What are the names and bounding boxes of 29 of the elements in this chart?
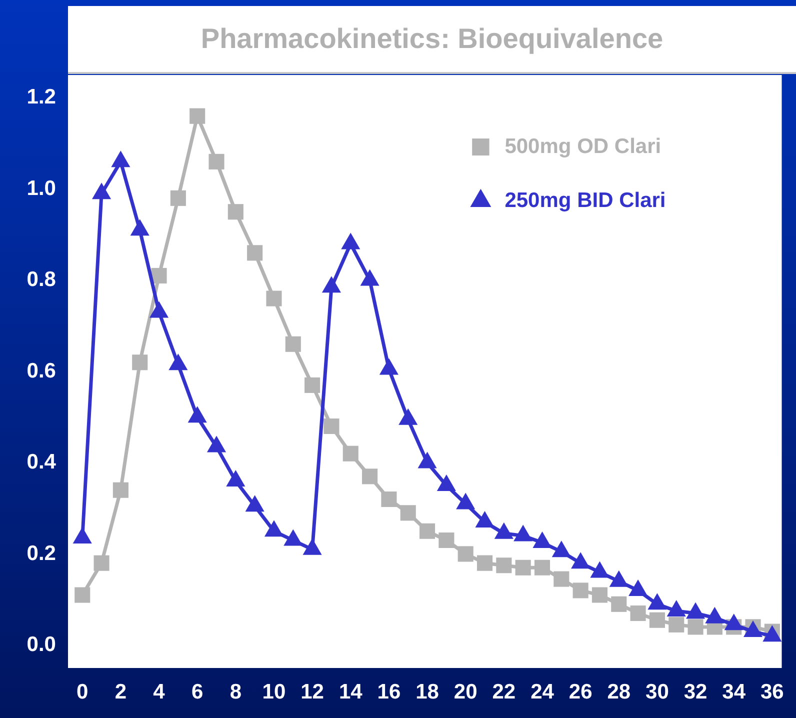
x-tick-label: 0	[76, 680, 88, 704]
x-tick-label: 4	[153, 680, 166, 704]
x-tick-label: 16	[377, 680, 401, 704]
y-tick-label: 0.4	[26, 450, 56, 474]
x-tick-label: 10	[262, 680, 286, 704]
x-tick-label: 18	[416, 680, 440, 704]
y-tick-label: 0.0	[26, 632, 56, 656]
x-tick-label: 32	[684, 680, 708, 704]
x-tick-label: 26	[568, 680, 592, 704]
chart-title: Pharmacokinetics: Bioequivalence	[68, 6, 796, 74]
x-tick-label: 14	[338, 680, 363, 704]
y-tick-label: 0.2	[26, 542, 56, 565]
y-tick-label: 0.6	[26, 359, 56, 382]
legend-label: 250mg BID Clari	[504, 188, 666, 212]
x-tick-label: 36	[760, 680, 784, 704]
x-tick-label: 28	[607, 680, 631, 704]
x-tick-label: 30	[646, 680, 669, 704]
legend-label: 500mg OD Clari	[504, 134, 662, 158]
x-tick-label: 34	[722, 680, 746, 704]
x-tick-label: 6	[191, 680, 204, 704]
y-tick-label: 1.2	[26, 86, 56, 109]
x-tick-label: 20	[454, 680, 478, 704]
x-tick-label: 22	[492, 680, 516, 704]
y-tick-label: 1.0	[26, 176, 56, 200]
y-tick-label: 0.8	[26, 268, 56, 292]
x-tick-label: 24	[530, 680, 554, 704]
x-tick-label: 2	[114, 680, 127, 704]
x-tick-label: 8	[230, 680, 242, 704]
x-tick-label: 12	[300, 680, 324, 704]
